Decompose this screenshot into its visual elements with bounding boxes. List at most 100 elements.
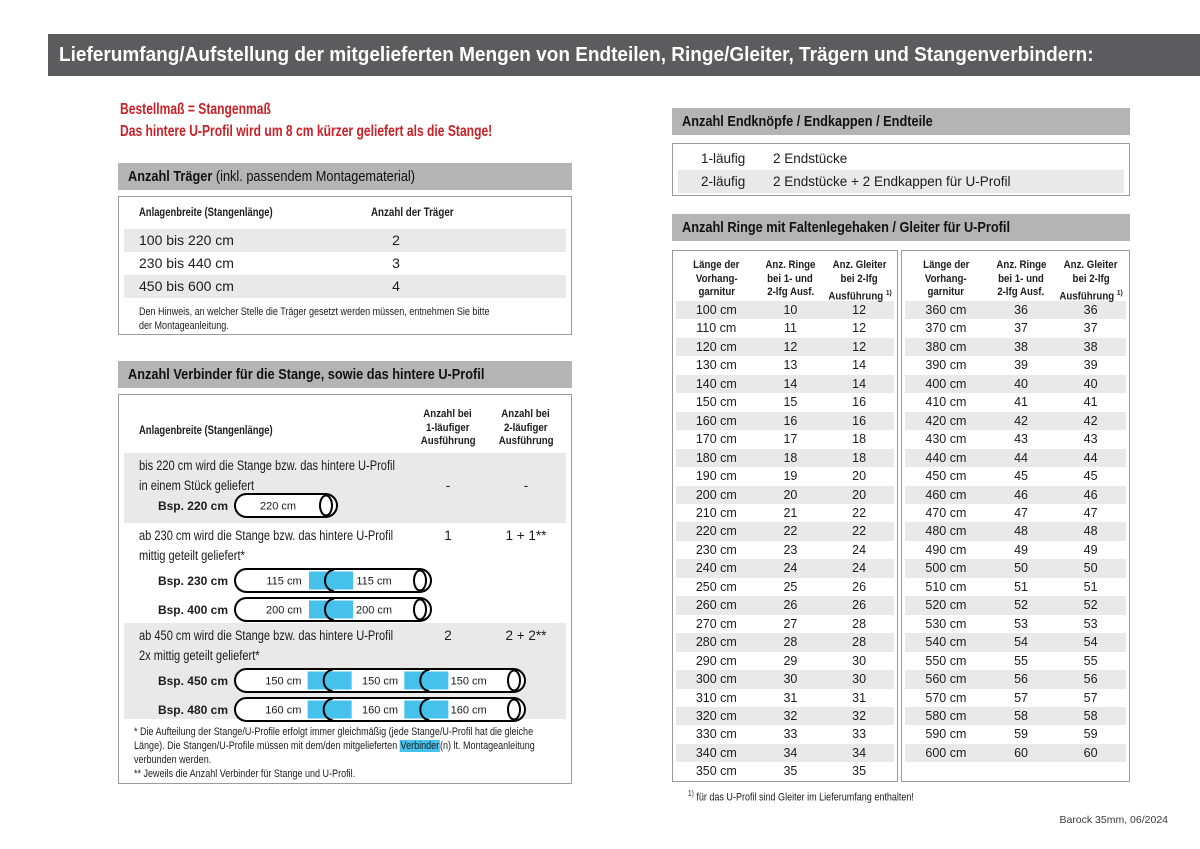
ringe-count: 55 (1014, 653, 1028, 668)
ring-table-row: 190 cm 19 20 (676, 467, 894, 485)
gleiter-count: 47 (1083, 505, 1098, 520)
garnitur-length: 310 cm (695, 690, 737, 705)
traeger-range: 230 bis 440 cm (139, 255, 234, 271)
garnitur-length: 250 cm (695, 579, 737, 594)
ring-table-row: 450 cm 45 45 (905, 467, 1126, 485)
rod-diagram: 115 cm 115 cm (234, 568, 432, 593)
ring-table-row: 250 cm 25 26 (676, 578, 894, 596)
garnitur-length: 170 cm (695, 432, 737, 447)
ringe-footnote: 1) für das U-Profil sind Gleiter im Lief… (688, 789, 914, 804)
ringe-count: 41 (1014, 395, 1028, 410)
garnitur-length: 280 cm (695, 635, 737, 650)
ringe-count: 20 (783, 487, 798, 502)
ringe-count: 49 (1014, 542, 1028, 557)
ring-table-row: 180 cm 18 18 (676, 448, 894, 468)
garnitur-length: 560 cm (925, 672, 967, 687)
ring-table-row: 310 cm 31 31 (676, 689, 894, 707)
ringe-count: 35 (783, 764, 798, 779)
ring-table-row: 330 cm 33 33 (676, 725, 894, 743)
svg-text:200 cm: 200 cm (356, 605, 392, 617)
verbinder-row: ab 450 cm wird die Stange bzw. das hinte… (124, 623, 566, 722)
ring-table-row: 380 cm 38 38 (905, 337, 1126, 357)
garnitur-length: 270 cm (695, 616, 737, 631)
gleiter-count: 14 (852, 376, 867, 391)
rod-diagram: 220 cm (234, 493, 338, 518)
gleiter-count: 26 (852, 598, 867, 613)
garnitur-length: 420 cm (925, 413, 967, 428)
ringe-count: 57 (1014, 690, 1028, 705)
count-2-laeufig: - (523, 478, 529, 493)
garnitur-length: 370 cm (925, 321, 967, 336)
garnitur-length: 190 cm (695, 469, 737, 484)
ringe-count: 33 (783, 727, 798, 742)
ring-table-row: 300 cm 30 30 (676, 670, 894, 689)
garnitur-length: 210 cm (695, 505, 737, 520)
ringe-count: 27 (783, 616, 798, 631)
gleiter-count: 33 (852, 727, 867, 742)
ringe-count: 12 (783, 339, 798, 354)
gleiter-count: 36 (1083, 303, 1098, 317)
garnitur-length: 590 cm (925, 727, 967, 742)
traeger-title: Anzahl Träger (128, 168, 213, 185)
garnitur-length: 540 cm (925, 635, 967, 650)
traeger-table-body: 100 bis 220 cm 2 230 bis 440 cm 3 450 bis 60… (119, 229, 571, 298)
ringe-count: 19 (783, 469, 798, 484)
gleiter-count: 55 (1083, 653, 1098, 668)
gleiter-count: 59 (1083, 727, 1098, 742)
ring-table-row: 100 cm 10 12 (676, 301, 894, 320)
gleiter-count: 28 (852, 635, 867, 650)
ring-table-row: 390 cm 39 39 (905, 356, 1126, 374)
verbinder-footnotes: * Die Aufteilung der Stange/U-Profile er… (134, 726, 535, 780)
ringe-count: 46 (1014, 487, 1028, 502)
ring-table-row: 530 cm 53 53 (905, 615, 1126, 633)
garnitur-length: 390 cm (925, 358, 967, 373)
gleiter-count: 42 (1083, 413, 1098, 428)
gleiter-count: 16 (852, 395, 867, 410)
ringe-count: 23 (783, 542, 798, 557)
ringe-count: 17 (783, 432, 798, 447)
ringe-count: 16 (783, 413, 798, 428)
gleiter-count: 22 (852, 505, 867, 520)
ring-table-header: Länge der Vorhang-garnitur Anz. Ringe bei 1… (922, 259, 1124, 303)
garnitur-length: 510 cm (925, 579, 967, 594)
garnitur-length: 150 cm (695, 395, 737, 410)
garnitur-length: 340 cm (695, 745, 737, 760)
traeger-range: 450 bis 600 cm (139, 278, 234, 294)
verbinder-col3-header: Anzahl bei 2-läufiger Ausführung (498, 408, 554, 447)
garnitur-length: 140 cm (695, 376, 737, 391)
traeger-row: 100 bis 220 cm 2 (124, 229, 566, 252)
traeger-count: 3 (392, 255, 400, 271)
garnitur-length: 180 cm (695, 450, 737, 465)
ring-table-row: 340 cm 34 34 (676, 743, 894, 763)
garnitur-length: 350 cm (695, 764, 737, 779)
gleiter-count: 44 (1083, 450, 1098, 465)
gleiter-count: 12 (852, 321, 867, 336)
gleiter-count: 57 (1083, 690, 1098, 705)
ring-table-row: 550 cm 55 55 (905, 652, 1126, 670)
count-1-laeufig: 1 (444, 528, 452, 543)
ring-table-row: 520 cm 52 52 (905, 596, 1126, 615)
garnitur-length: 220 cm (695, 524, 737, 539)
gleiter-count: 28 (852, 616, 867, 631)
rod-diagrams: Bsp. 220 cm 220 cm (124, 491, 566, 520)
ring-table-row: 510 cm 51 51 (905, 578, 1126, 596)
count-1-laeufig: 2 (444, 628, 452, 643)
verbinder-highlight: Verbinder (399, 740, 440, 752)
ring-table-row: 220 cm 22 22 (676, 522, 894, 541)
ringe-count: 14 (783, 376, 798, 391)
garnitur-length: 240 cm (695, 561, 737, 576)
svg-text:200 cm: 200 cm (266, 605, 302, 617)
gleiter-count: 37 (1083, 321, 1098, 336)
ringe-count: 32 (783, 708, 798, 723)
ringe-count: 43 (1014, 432, 1028, 447)
garnitur-length: 260 cm (695, 598, 737, 613)
gleiter-count: 60 (1083, 745, 1098, 760)
verbinder-table-header: Anlagenbreite (Stangenlänge) Anzahl bei 1… (119, 395, 571, 453)
gleiter-count: 20 (852, 469, 867, 484)
ringe-count: 56 (1014, 672, 1028, 687)
ring-table-row: 600 cm 60 60 (905, 743, 1126, 763)
endknoepfe-type: 2-läufig (701, 174, 746, 189)
ringe-count: 34 (783, 745, 798, 760)
ring-table-row: 370 cm 37 37 (905, 319, 1126, 337)
verbinder-row: ab 230 cm wird die Stange bzw. das hinte… (124, 523, 566, 623)
